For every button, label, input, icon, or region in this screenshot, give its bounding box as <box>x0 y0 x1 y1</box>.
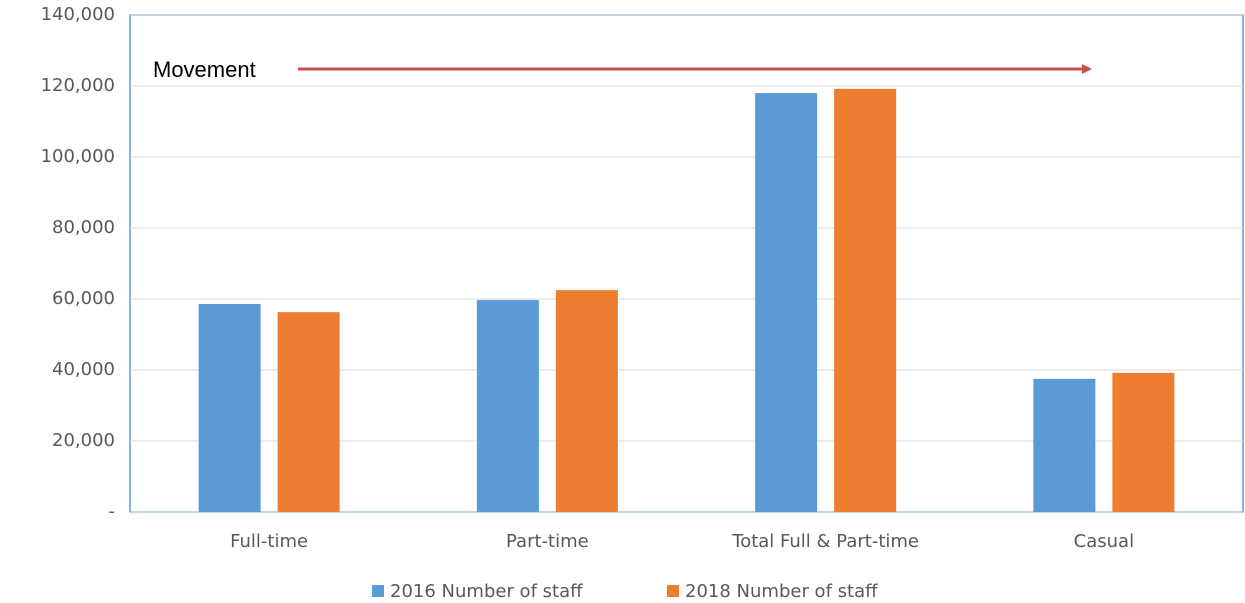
y-tick-label: 20,000 <box>52 430 115 451</box>
x-tick-label: Part-time <box>506 531 589 552</box>
bar <box>476 300 539 512</box>
y-tick-label: 100,000 <box>41 146 115 167</box>
x-tick-label: Total Full & Part-time <box>731 531 919 552</box>
legend-swatch <box>372 585 384 597</box>
bar <box>198 303 261 512</box>
legend-label: 2016 Number of staff <box>390 581 583 602</box>
bar <box>834 88 897 512</box>
legend-swatch <box>667 585 679 597</box>
x-tick-label: Full-time <box>230 531 308 552</box>
bar <box>1112 372 1175 512</box>
y-tick-label: 60,000 <box>52 288 115 309</box>
y-tick-label: 80,000 <box>52 217 115 238</box>
bar <box>277 312 340 512</box>
bar <box>1033 378 1096 512</box>
y-tick-label: 140,000 <box>41 4 115 25</box>
bar <box>755 93 818 512</box>
bar <box>555 290 618 512</box>
x-tick-label: Casual <box>1074 531 1134 552</box>
annotation: Movement <box>153 57 256 82</box>
y-tick-label: 40,000 <box>52 359 115 380</box>
legend-label: 2018 Number of staff <box>685 581 878 602</box>
y-tick-label: 120,000 <box>41 75 115 96</box>
y-tick-label: - <box>109 501 116 522</box>
